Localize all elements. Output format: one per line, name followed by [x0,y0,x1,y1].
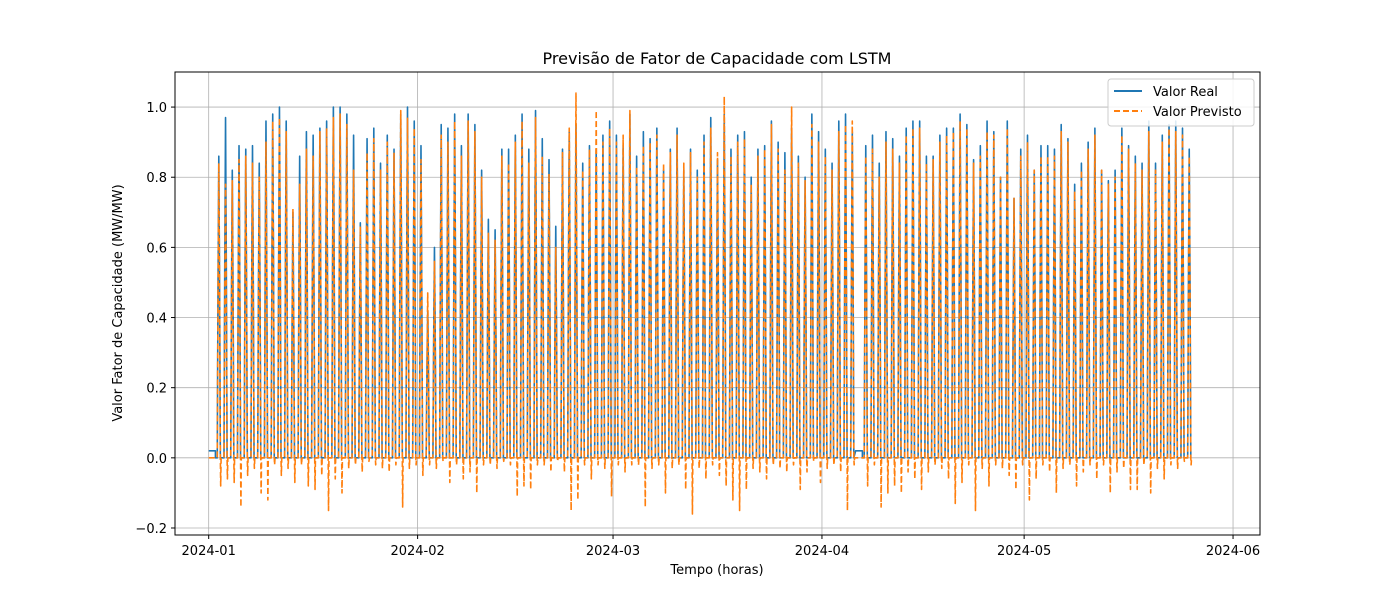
plot-area [208,92,1193,515]
axes-frame [174,71,1261,536]
y-axis-label: Valor Fator de Capacidade (MW/MW) [111,184,126,421]
y-tick-label: −0.2 [135,522,167,537]
legend-label-valor-real: Valor Real [1153,85,1218,100]
y-tick-label: 0.4 [146,312,167,327]
y-tick-label: 0.0 [146,452,167,467]
axis-ticks: 2024-01 2024-02 2024-03 2024-04 2024-05 2024-… [135,101,1260,559]
legend: Valor Real Valor Previsto [1107,78,1255,127]
y-tick-label: 0.2 [146,382,167,397]
x-tick-label: 2024-01 [182,544,236,559]
legend-label-valor-previsto: Valor Previsto [1153,105,1242,120]
y-tick-label: 0.6 [146,241,167,256]
x-tick-label: 2024-03 [586,544,640,559]
x-tick-label: 2024-02 [390,544,444,559]
x-tick-label: 2024-06 [1206,544,1260,559]
chart-title: Previsão de Fator de Capacidade com LSTM [543,49,892,68]
y-tick-label: 0.8 [146,171,167,186]
y-tick-label: 1.0 [146,101,167,116]
x-axis-label: Tempo (horas) [669,563,763,578]
x-tick-label: 2024-04 [795,544,849,559]
series-line-valor-previsto [208,92,1193,515]
legend-box [1107,78,1255,127]
x-tick-label: 2024-05 [997,544,1051,559]
